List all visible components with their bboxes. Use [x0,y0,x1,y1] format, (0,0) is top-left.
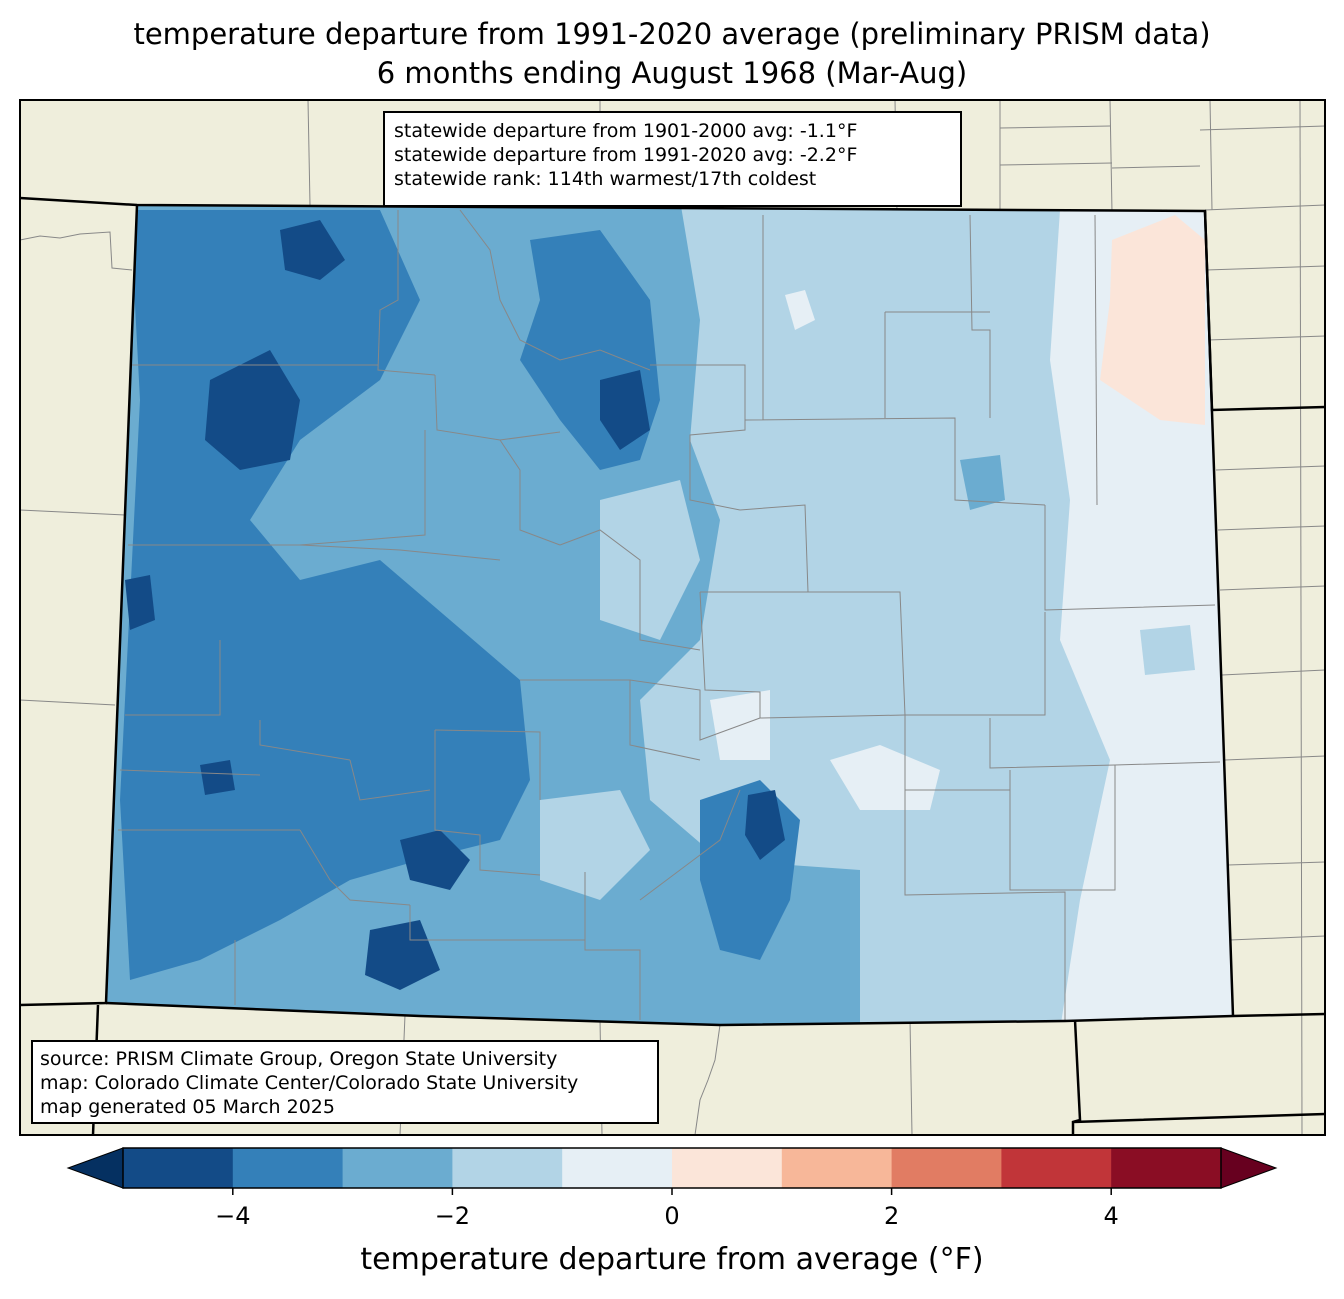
map-frame [19,99,1326,1136]
colorbar-tick-label: 2 [883,1202,900,1230]
map-title-line2: 6 months ending August 1968 (Mar-Aug) [376,56,968,90]
colorbar-segment [1001,1148,1112,1188]
map-canvas [19,99,1326,1136]
map-title-line1: temperature departure from 1991-2020 ave… [133,17,1211,51]
colorbar-segment [232,1148,344,1188]
state-borders [19,196,1326,1136]
colorbar-label: temperature departure from average (°F) [360,1242,984,1277]
map-credit-line: map: Colorado Climate Center/Colorado St… [40,1072,579,1094]
stats-rank: statewide rank: 114th warmest/17th colde… [394,168,817,190]
colorbar-tick-label: −2 [434,1202,471,1230]
stats-1901-2000: statewide departure from 1901-2000 avg: … [394,120,858,142]
colorbar-tick-label: −4 [215,1202,251,1230]
statewide-stats-box: statewide departure from 1901-2000 avg: … [383,111,962,207]
colorbar-under-arrow [66,1147,124,1189]
generated-date-line: map generated 05 March 2025 [40,1096,335,1118]
colorbar-over-arrow [1220,1147,1278,1189]
colorbar-segment [562,1148,673,1188]
colorbar-segment [123,1148,234,1188]
colorbar-tick-label: 4 [1103,1202,1119,1230]
colorbar-segment [452,1148,563,1188]
temperature-departure-field [106,205,1233,1025]
colorbar-segment [781,1148,893,1188]
colorbar [66,1147,1278,1195]
colorbar-tick-label: 0 [664,1202,680,1230]
colorado-county-lines [118,209,1221,1020]
stats-1991-2020: statewide departure from 1991-2020 avg: … [394,144,858,166]
source-line: source: PRISM Climate Group, Oregon Stat… [40,1048,558,1070]
colorbar-segment [891,1148,1002,1188]
colorbar-segment [672,1148,783,1188]
source-box: source: PRISM Climate Group, Oregon Stat… [31,1040,659,1124]
colorbar-segment [342,1148,453,1188]
colorbar-segment [1111,1148,1222,1188]
